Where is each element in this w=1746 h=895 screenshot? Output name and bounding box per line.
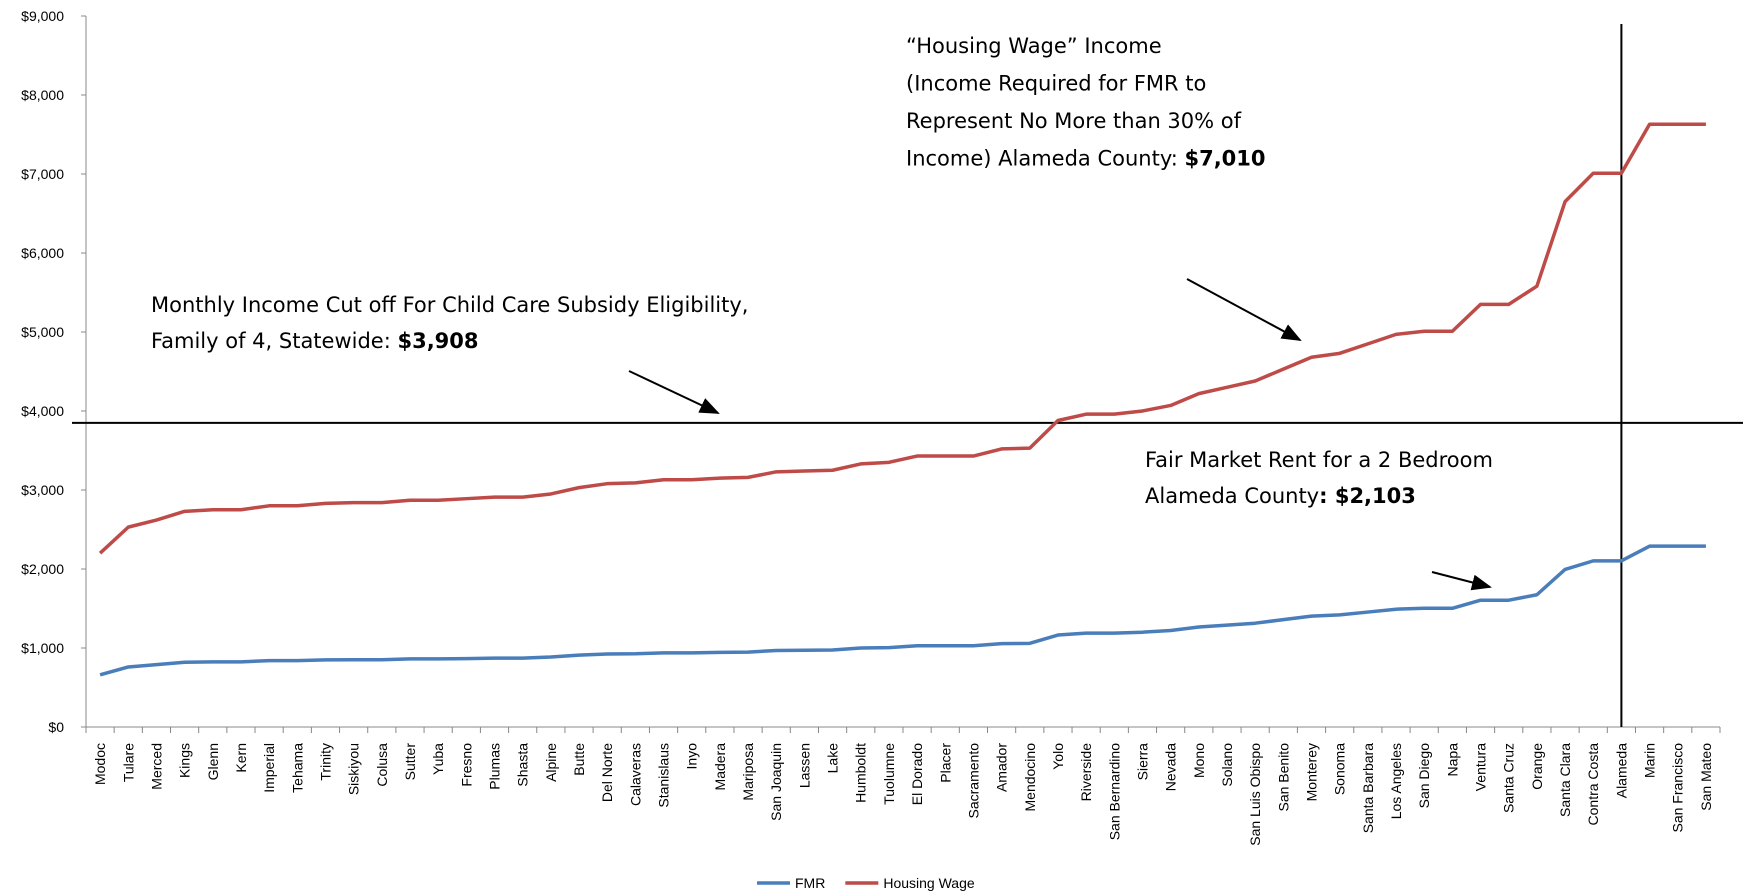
y-tick-label: $9,000 <box>21 8 64 24</box>
x-tick-label: San Bernardino <box>1106 743 1122 841</box>
x-tick-label: Santa Cruz <box>1501 743 1517 813</box>
y-tick-label: $3,000 <box>21 482 64 498</box>
x-tick-label: Monterey <box>1304 743 1320 801</box>
annotation-value: $7,010 <box>1184 147 1265 171</box>
annotation: “Housing Wage” Income <box>906 34 1162 58</box>
annotation-text: Alameda County <box>1145 484 1319 508</box>
x-tick-label: Contra Costa <box>1585 743 1601 826</box>
x-tick-label: Marin <box>1642 743 1658 778</box>
x-tick-label: Riverside <box>1078 743 1094 802</box>
y-tick-label: $8,000 <box>21 87 64 103</box>
x-tick-label: Mariposa <box>740 743 756 801</box>
x-tick-label: Siskiyou <box>346 743 362 795</box>
annotation-value: $3,908 <box>397 329 478 353</box>
legend-label: FMR <box>795 875 825 891</box>
x-tick-label: Fresno <box>458 743 474 787</box>
arrow <box>1431 571 1492 591</box>
x-tick-label: Tehama <box>289 743 305 793</box>
x-tick-label: Lake <box>825 743 841 774</box>
x-tick-label: Merced <box>148 743 164 790</box>
annotation: Represent No More than 30% of <box>906 109 1242 133</box>
x-tick-label: San Luis Obispo <box>1247 743 1263 846</box>
x-tick-label: Lassen <box>796 743 812 788</box>
annotation: Fair Market Rent for a 2 Bedroom <box>1145 448 1493 472</box>
x-tick-label: Santa Barbara <box>1360 743 1376 833</box>
x-tick-label: Humboldt <box>853 743 869 803</box>
y-tick-label: $4,000 <box>21 403 64 419</box>
x-tick-label: Solano <box>1219 743 1235 787</box>
annotation-value: : $2,103 <box>1319 484 1416 508</box>
y-tick-label: $2,000 <box>21 561 64 577</box>
x-tick-label: Napa <box>1444 743 1460 777</box>
arrow <box>628 370 720 414</box>
series-line <box>98 122 1706 555</box>
x-tick-label: Plumas <box>487 743 503 790</box>
x-tick-label: Yuba <box>430 743 446 775</box>
legend-label: Housing Wage <box>883 875 975 891</box>
y-tick-label: $5,000 <box>21 324 64 340</box>
y-tick-label: $0 <box>48 719 64 735</box>
x-tick-label: Ventura <box>1473 743 1489 791</box>
x-tick-label: Stanislaus <box>656 743 672 808</box>
x-tick-label: Colusa <box>374 743 390 787</box>
x-tick-label: Santa Clara <box>1557 743 1573 817</box>
y-tick-label: $7,000 <box>21 166 64 182</box>
annotation-text: Fair Market Rent for a 2 Bedroom <box>1145 448 1493 472</box>
annotation: Alameda County: $2,103 <box>1145 484 1416 508</box>
x-tick-label: Madera <box>712 743 728 791</box>
annotation-text: Income) Alameda County: <box>906 147 1184 171</box>
annotation: (Income Required for FMR to <box>906 72 1206 96</box>
x-tick-label: Yolo <box>1050 743 1066 770</box>
x-tick-label: Trinity <box>317 743 333 781</box>
x-tick-label: Tulare <box>120 743 136 782</box>
x-tick-label: Sonoma <box>1332 743 1348 795</box>
x-tick-label: Butte <box>571 743 587 776</box>
x-tick-label: Alpine <box>543 743 559 782</box>
annotation-text: “Housing Wage” Income <box>906 34 1162 58</box>
y-tick-label: $6,000 <box>21 245 64 261</box>
x-tick-label: Alameda <box>1613 743 1629 798</box>
x-tick-label: Kings <box>177 743 193 778</box>
series-line <box>99 544 1706 677</box>
x-tick-label: Imperial <box>261 743 277 793</box>
annotation: Monthly Income Cut off For Child Care Su… <box>151 293 748 317</box>
x-tick-label: Amador <box>994 743 1010 792</box>
x-tick-label: San Diego <box>1416 743 1432 809</box>
arrow <box>1186 278 1302 341</box>
annotation: Income) Alameda County: $7,010 <box>906 147 1266 171</box>
x-tick-label: San Benito <box>1275 743 1291 812</box>
annotation-text: (Income Required for FMR to <box>906 72 1206 96</box>
annotation: Family of 4, Statewide: $3,908 <box>151 329 479 353</box>
x-tick-label: Sutter <box>402 743 418 781</box>
x-tick-label: Glenn <box>205 743 221 780</box>
x-tick-label: San Francisco <box>1670 743 1686 833</box>
x-tick-label: Del Norte <box>599 743 615 802</box>
x-tick-label: El Dorado <box>909 743 925 805</box>
x-tick-label: Sierra <box>1134 743 1150 781</box>
annotation-text: Family of 4, Statewide: <box>151 329 397 353</box>
x-tick-label: Shasta <box>515 743 531 787</box>
x-tick-label: San Mateo <box>1698 743 1714 811</box>
x-tick-label: Los Angeles <box>1388 743 1404 819</box>
x-tick-label: Calaveras <box>627 743 643 806</box>
x-tick-label: Modoc <box>92 743 108 785</box>
x-tick-label: Mono <box>1191 743 1207 778</box>
annotation-text: Represent No More than 30% of <box>906 109 1242 133</box>
x-tick-label: Tuolumne <box>881 743 897 805</box>
x-tick-label: Mendocino <box>1022 743 1038 812</box>
x-tick-label: Inyo <box>684 743 700 770</box>
x-tick-label: San Joaquin <box>768 743 784 821</box>
x-tick-label: Kern <box>233 743 249 773</box>
x-tick-label: Nevada <box>1163 743 1179 791</box>
x-tick-label: Orange <box>1529 743 1545 790</box>
y-tick-label: $1,000 <box>21 640 64 656</box>
x-tick-label: Sacramento <box>965 743 981 819</box>
annotation-text: Monthly Income Cut off For Child Care Su… <box>151 293 748 317</box>
x-tick-label: Placer <box>937 743 953 783</box>
